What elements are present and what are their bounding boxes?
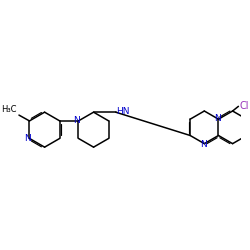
Text: HN: HN — [116, 108, 130, 116]
Text: N: N — [73, 116, 80, 125]
Text: Cl: Cl — [240, 101, 249, 111]
Text: N: N — [214, 114, 221, 123]
Text: N: N — [200, 140, 207, 149]
Text: N: N — [24, 134, 31, 143]
Text: H₃C: H₃C — [1, 105, 17, 114]
